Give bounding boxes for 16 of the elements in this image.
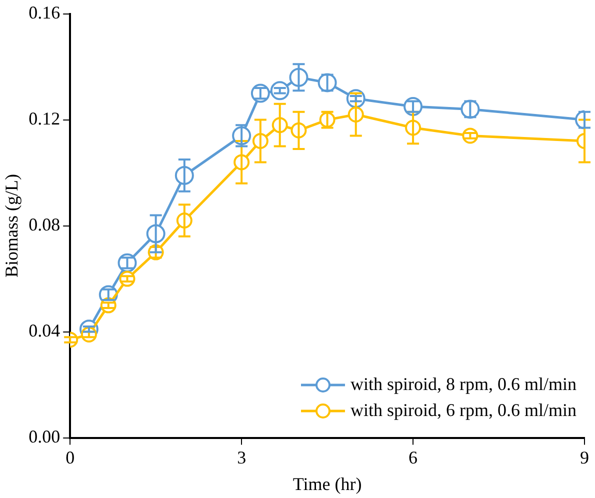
y-axis-title: Biomass (g/L) bbox=[2, 174, 22, 278]
y-tick-label: 0.00 bbox=[28, 426, 60, 447]
x-tick-label: 6 bbox=[408, 447, 418, 468]
point bbox=[118, 253, 137, 272]
y-tick-label: 0.12 bbox=[28, 108, 60, 129]
legend-label: with spiroid, 8 rpm, 0.6 ml/min bbox=[350, 374, 577, 396]
x-tick-label: 9 bbox=[580, 447, 589, 468]
x-tick-label: 0 bbox=[66, 447, 75, 468]
x-axis-title: Time (hr) bbox=[292, 474, 362, 494]
legend-label: with spiroid, 6 rpm, 0.6 ml/min bbox=[350, 400, 577, 422]
point bbox=[250, 84, 270, 103]
y-tick-label: 0.16 bbox=[28, 2, 60, 23]
y-tick-label: 0.08 bbox=[28, 214, 60, 235]
point bbox=[404, 97, 423, 116]
y-tick-label: 0.04 bbox=[28, 320, 60, 341]
x-tick-label: 3 bbox=[237, 447, 246, 468]
